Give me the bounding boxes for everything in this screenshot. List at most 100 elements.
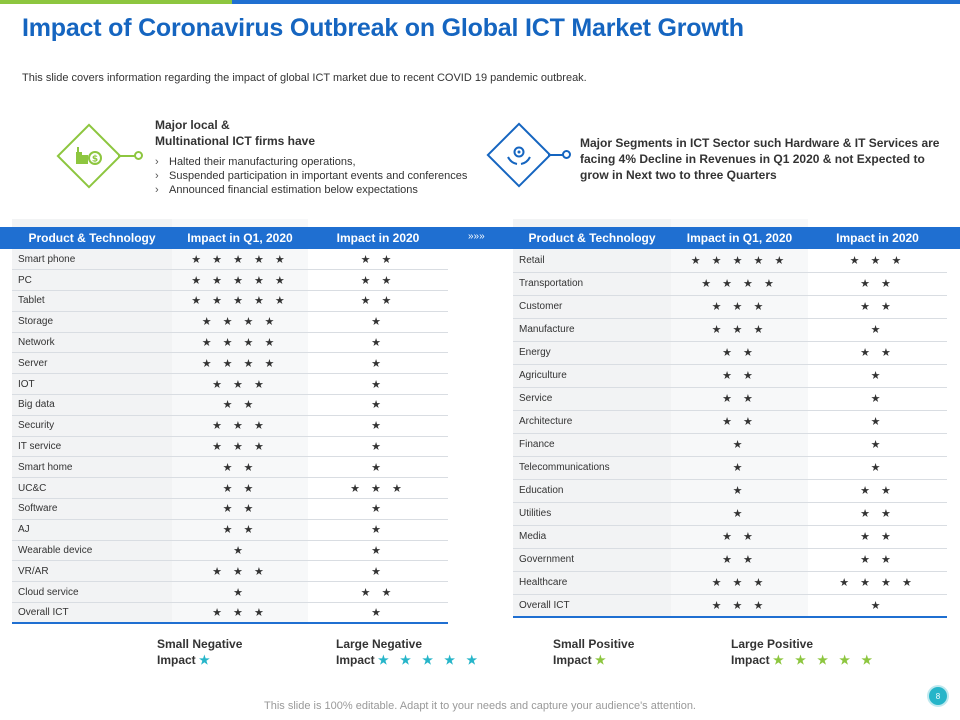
slide-subtitle: This slide covers information regarding … <box>22 72 587 84</box>
hands-gear-icon <box>496 132 542 178</box>
q1-impact-stars: ★ ★ <box>172 519 308 541</box>
right-impact-table: Product & Technology Impact in Q1, 2020 Im… <box>513 219 947 618</box>
legend-label: Impact <box>553 653 592 667</box>
product-name: Security <box>12 415 172 437</box>
table-row: Government ★ ★ ★ ★ <box>513 548 947 572</box>
star-icon: ★ ★ ★ ★ ★ <box>773 653 877 667</box>
connector-dot-green <box>134 151 143 160</box>
info-left-heading-line1: Major local & <box>155 118 230 132</box>
top-accent-bar-blue <box>232 0 960 4</box>
product-name: Energy <box>513 341 671 365</box>
y2020-impact-stars: ★ <box>808 318 947 342</box>
product-name: Utilities <box>513 502 671 526</box>
table-row: Retail ★ ★ ★ ★ ★ ★ ★ ★ <box>513 249 947 273</box>
product-name: Customer <box>513 295 671 319</box>
y2020-impact-stars: ★ <box>808 364 947 388</box>
product-name: Architecture <box>513 410 671 434</box>
y2020-impact-stars: ★ ★ <box>808 479 947 503</box>
legend-label: Small Negative <box>157 637 243 651</box>
y2020-impact-stars: ★ ★ <box>308 269 448 292</box>
q1-impact-stars: ★ <box>671 502 808 526</box>
product-name: Finance <box>513 433 671 457</box>
y2020-impact-stars: ★ <box>308 332 448 354</box>
q1-impact-stars: ★ ★ ★ <box>671 594 808 618</box>
q1-impact-stars: ★ ★ <box>671 341 808 365</box>
table-row: Energy ★ ★ ★ ★ <box>513 341 947 365</box>
y2020-impact-stars: ★ ★ <box>808 272 947 296</box>
column-header: Product & Technology <box>12 227 172 249</box>
y2020-impact-stars: ★ <box>808 594 947 618</box>
column-header: Impact in 2020 <box>808 227 947 249</box>
q1-impact-stars: ★ ★ ★ ★ <box>671 272 808 296</box>
footer-note: This slide is 100% editable. Adapt it to… <box>264 700 696 712</box>
y2020-impact-stars: ★ ★ ★ <box>308 477 448 500</box>
chevron-arrows-icon: »»» <box>468 231 485 242</box>
column-header: Product & Technology <box>513 227 671 249</box>
table-row: Network ★ ★ ★ ★ ★ <box>12 332 448 354</box>
y2020-impact-stars: ★ <box>308 352 448 375</box>
connector-line-blue <box>548 154 564 156</box>
svg-text:$: $ <box>92 155 98 165</box>
table-row: VR/AR ★ ★ ★ ★ <box>12 560 448 583</box>
connector-dot-blue <box>562 150 571 159</box>
y2020-impact-stars: ★ ★ <box>308 249 448 271</box>
product-name: VR/AR <box>12 560 172 583</box>
y2020-impact-stars: ★ ★ <box>808 548 947 572</box>
product-name: Overall ICT <box>513 594 671 618</box>
table-row: Overall ICT ★ ★ ★ ★ <box>513 594 947 618</box>
info-left-bullets: Halted their manufacturing operations, S… <box>155 155 467 197</box>
y2020-impact-stars: ★ <box>308 394 448 416</box>
table-row: Security ★ ★ ★ ★ <box>12 415 448 437</box>
table-row: UC&C ★ ★ ★ ★ ★ <box>12 477 448 500</box>
left-impact-table: Product & Technology Impact in Q1, 2020 Im… <box>12 219 448 625</box>
table-row: IOT ★ ★ ★ ★ <box>12 373 448 396</box>
connector-line-green <box>118 155 136 157</box>
product-name: Big data <box>12 394 172 416</box>
q1-impact-stars: ★ <box>671 479 808 503</box>
q1-impact-stars: ★ <box>172 581 308 604</box>
y2020-impact-stars: ★ <box>308 560 448 583</box>
legend-small-positive: Small Positive Impact ★ <box>553 636 634 668</box>
table-row: Service ★ ★ ★ <box>513 387 947 411</box>
table-row: Transportation ★ ★ ★ ★ ★ ★ <box>513 272 947 296</box>
y2020-impact-stars: ★ <box>308 498 448 520</box>
product-name: Agriculture <box>513 364 671 388</box>
table-row: Overall ICT ★ ★ ★ ★ <box>12 602 448 625</box>
q1-impact-stars: ★ <box>671 456 808 480</box>
q1-impact-stars: ★ ★ ★ <box>671 295 808 319</box>
table-row: Media ★ ★ ★ ★ <box>513 525 947 549</box>
table-row: Cloud service ★ ★ ★ <box>12 581 448 604</box>
q1-impact-stars: ★ ★ <box>671 525 808 549</box>
q1-impact-stars: ★ ★ ★ ★ <box>172 311 308 333</box>
q1-impact-stars: ★ ★ ★ <box>671 571 808 595</box>
bullet-item: Announced financial estimation below exp… <box>155 183 467 197</box>
product-name: Education <box>513 479 671 503</box>
product-name: Tablet <box>12 290 172 312</box>
legend-label: Impact <box>157 653 196 667</box>
q1-impact-stars: ★ ★ ★ <box>671 318 808 342</box>
legend-large-negative: Large Negative Impact ★ ★ ★ ★ ★ <box>336 636 481 668</box>
y2020-impact-stars: ★ <box>808 387 947 411</box>
factory-money-icon: $ <box>66 133 112 179</box>
y2020-impact-stars: ★ ★ <box>808 341 947 365</box>
y2020-impact-stars: ★ <box>308 456 448 479</box>
star-icon: ★ <box>199 653 214 667</box>
y2020-impact-stars: ★ ★ <box>308 290 448 312</box>
table-row: Finance ★ ★ <box>513 433 947 457</box>
table-row: PC ★ ★ ★ ★ ★ ★ ★ <box>12 269 448 292</box>
table-row: Server ★ ★ ★ ★ ★ <box>12 352 448 375</box>
table-row: Telecommunications ★ ★ <box>513 456 947 480</box>
product-name: Media <box>513 525 671 549</box>
info-left-heading: Major local & Multinational ICT firms ha… <box>155 117 415 149</box>
info-right-text: Major Segments in ICT Sector such Hardwa… <box>580 136 940 182</box>
q1-impact-stars: ★ ★ ★ ★ ★ <box>671 249 808 273</box>
table-header-row: Product & Technology Impact in Q1, 2020 Im… <box>513 227 947 249</box>
q1-impact-stars: ★ ★ ★ <box>172 560 308 583</box>
legend-label: Small Positive <box>553 637 635 651</box>
legend-small-negative: Small Negative Impact ★ <box>157 636 242 668</box>
table-row: Big data ★ ★ ★ <box>12 394 448 416</box>
table-row: Healthcare ★ ★ ★ ★ ★ ★ ★ <box>513 571 947 595</box>
product-name: PC <box>12 269 172 292</box>
product-name: Transportation <box>513 272 671 296</box>
y2020-impact-stars: ★ ★ <box>808 525 947 549</box>
